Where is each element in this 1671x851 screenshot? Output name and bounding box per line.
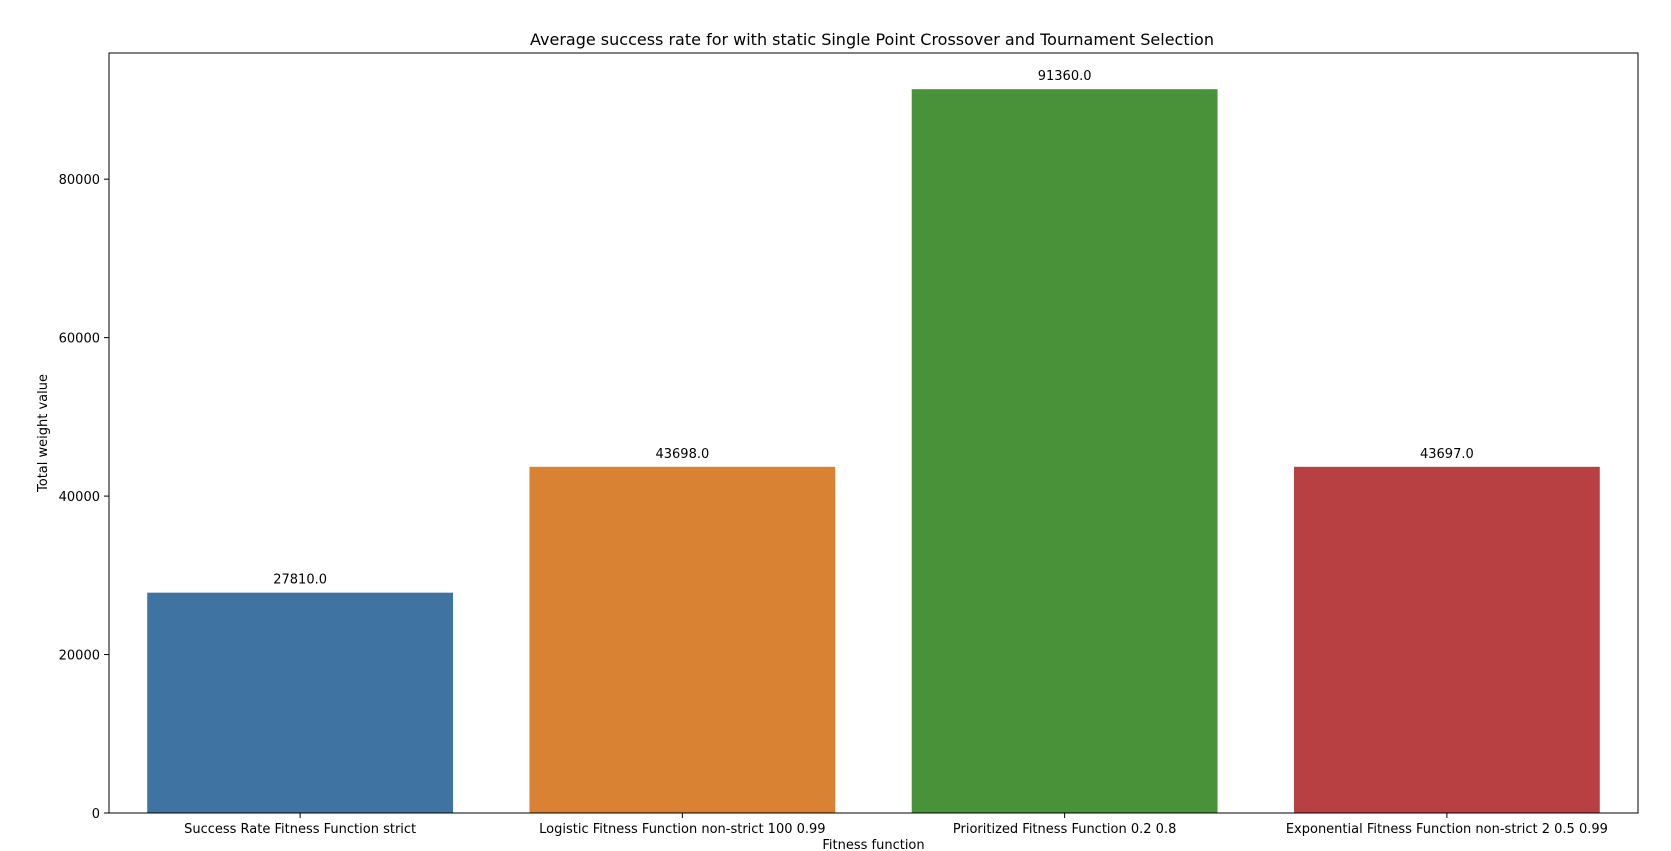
data-label: 43698.0 <box>655 447 709 462</box>
y-tick-label: 0 <box>92 807 100 822</box>
y-tick-label: 80000 <box>59 173 100 188</box>
y-axis-label: Total weight value <box>36 374 51 493</box>
data-labels-group: 27810.0 43698.0 91360.0 43697.0 <box>273 69 1474 587</box>
data-label: 27810.0 <box>273 573 327 588</box>
bars-group <box>147 89 1600 813</box>
x-axis: Success Rate Fitness Function strict Logi… <box>184 813 1608 837</box>
x-tick-label: Logistic Fitness Function non-strict 100… <box>539 822 825 837</box>
plot-frame <box>108 52 1639 814</box>
x-tick-label: Exponential Fitness Function non-strict … <box>1286 822 1608 837</box>
bar <box>1293 466 1600 813</box>
x-tick-label: Success Rate Fitness Function strict <box>184 822 416 837</box>
y-axis: 0 20000 40000 60000 80000 <box>59 173 109 822</box>
x-tick-label: Prioritized Fitness Function 0.2 0.8 <box>953 822 1176 837</box>
chart-title: Average success rate for with static Sin… <box>530 30 1214 49</box>
bar <box>911 89 1218 813</box>
data-label: 43697.0 <box>1420 447 1474 462</box>
data-label: 91360.0 <box>1038 69 1092 84</box>
x-axis-label: Fitness function <box>822 838 924 851</box>
bar <box>147 592 454 813</box>
y-tick-label: 40000 <box>59 490 100 505</box>
y-tick-label: 60000 <box>59 332 100 347</box>
bar <box>529 466 836 813</box>
y-tick-label: 20000 <box>59 649 100 664</box>
